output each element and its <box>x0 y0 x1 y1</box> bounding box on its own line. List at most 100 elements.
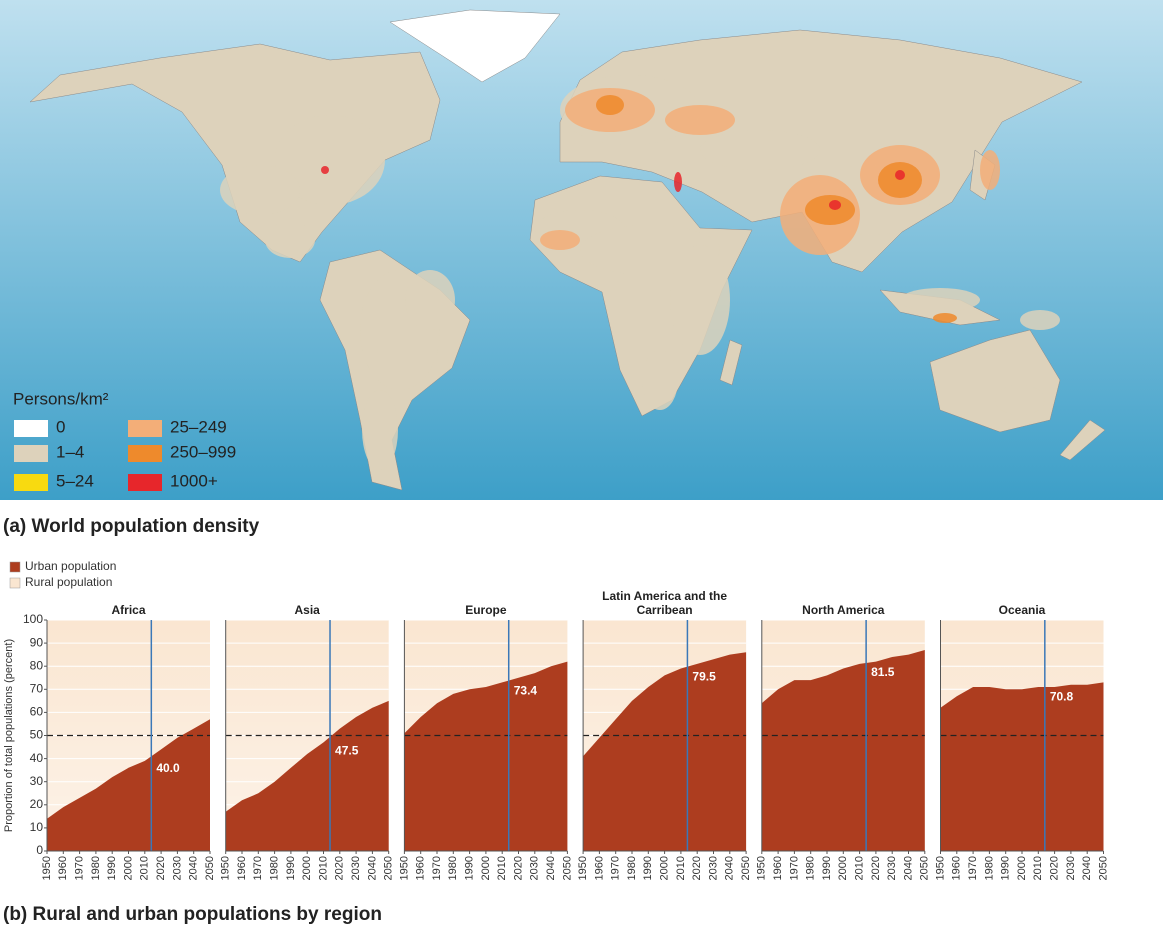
marker-label: 47.5 <box>335 743 359 757</box>
x-tick-label: 2030 <box>707 856 719 880</box>
density-patch <box>900 288 980 312</box>
world-map <box>0 0 1163 500</box>
x-tick-label: 2000 <box>659 856 671 880</box>
y-tick-label: 10 <box>30 820 44 834</box>
x-tick-label: 2030 <box>171 856 183 880</box>
urban-area <box>47 719 210 851</box>
density-patch <box>995 385 1045 415</box>
urban-area <box>225 700 389 851</box>
y-tick-label: 80 <box>30 658 44 672</box>
chart-title: North America <box>802 603 885 617</box>
x-tick-label: 2040 <box>724 856 736 880</box>
y-tick-label: 50 <box>30 728 44 742</box>
x-tick-label: 1970 <box>788 856 800 880</box>
x-tick-label: 2020 <box>512 856 524 880</box>
x-tick-label: 1990 <box>464 856 476 880</box>
legend-swatch <box>9 561 21 573</box>
legend-swatch <box>14 445 48 462</box>
x-tick-label: 2000 <box>837 856 849 880</box>
x-tick-label: 1980 <box>626 856 638 880</box>
landmass <box>559 29 1083 273</box>
y-tick-label: 90 <box>30 635 44 649</box>
density-patch <box>700 130 820 170</box>
x-tick-label: 1980 <box>447 856 459 880</box>
density-patch <box>540 230 580 250</box>
x-tick-label: 1970 <box>431 856 443 880</box>
density-patch <box>805 195 855 225</box>
x-tick-label: 2020 <box>691 856 703 880</box>
x-tick-label: 1960 <box>772 856 784 880</box>
density-patch <box>980 150 1000 190</box>
x-tick-label: 2010 <box>1032 856 1044 880</box>
x-tick-label: 1980 <box>805 856 817 880</box>
x-tick-label: 2000 <box>301 856 313 880</box>
marker-label: 70.8 <box>1050 690 1074 704</box>
y-tick-label: 30 <box>30 774 44 788</box>
y-axis-label: Proportion of total populations (percent… <box>3 639 15 832</box>
landmass <box>1059 419 1106 461</box>
area-chart: 40.0 1950 1960 1970 1980 1990 2000 2010 2020 2030… <box>41 619 216 880</box>
x-tick-label: 2000 <box>480 856 492 880</box>
legend-label: 1000+ <box>170 471 218 490</box>
x-tick-label: 2030 <box>1065 856 1077 880</box>
land <box>29 9 1106 491</box>
legend-swatch <box>9 577 21 589</box>
marker-label: 40.0 <box>156 761 180 775</box>
area-chart: 73.4 1950 1960 1970 1980 1990 2000 2010 2020 2030… <box>398 619 573 880</box>
legend-label: 5–24 <box>56 471 94 490</box>
x-tick-label: 2010 <box>854 856 866 880</box>
x-tick-label: 1950 <box>41 856 53 880</box>
area-chart: 70.8 1950 1960 1970 1980 1990 2000 2010 2020 2030… <box>934 619 1109 880</box>
landmass <box>389 9 561 83</box>
legend-swatch <box>128 474 162 491</box>
marker-label: 79.5 <box>692 670 716 684</box>
density-patch <box>596 95 624 115</box>
landmass <box>29 43 441 263</box>
density-patch <box>674 172 682 192</box>
marker-label: 81.5 <box>871 665 895 679</box>
x-tick-label: 2000 <box>1016 856 1028 880</box>
density-patch <box>670 245 730 355</box>
x-tick-label: 1950 <box>398 856 410 880</box>
urban-area <box>404 661 568 851</box>
x-tick-label: 1990 <box>642 856 654 880</box>
chart-title: Africa <box>111 603 146 617</box>
x-tick-label: 1950 <box>577 856 589 880</box>
x-tick-label: 2050 <box>740 856 752 880</box>
x-tick-label: 2040 <box>1081 856 1093 880</box>
chart-title: Asia <box>294 603 320 617</box>
x-tick-label: 2000 <box>122 856 134 880</box>
x-tick-label: 2030 <box>529 856 541 880</box>
y-tick-label: 100 <box>23 612 43 626</box>
legend-swatch <box>128 420 162 437</box>
density-patch <box>829 200 841 210</box>
legend-label: 0 <box>56 417 65 436</box>
caption: (b) Rural and urban populations by regio… <box>3 904 382 925</box>
legend-swatch <box>14 420 48 437</box>
x-tick-label: 2050 <box>561 856 573 880</box>
density-patch <box>665 105 735 135</box>
x-tick-label: 2030 <box>886 856 898 880</box>
urban-area <box>940 682 1104 851</box>
legend-label: Urban population <box>25 559 116 573</box>
legend-label: 25–249 <box>170 417 227 436</box>
x-tick-label: 1960 <box>951 856 963 880</box>
x-tick-label: 1970 <box>74 856 86 880</box>
legend-swatch <box>128 445 162 462</box>
x-tick-label: 1990 <box>285 856 297 880</box>
x-tick-label: 1980 <box>269 856 281 880</box>
x-tick-label: 2040 <box>545 856 557 880</box>
map-legend-title: Persons/km² <box>13 389 109 408</box>
legend-label: Rural population <box>25 575 112 589</box>
x-tick-label: 2010 <box>675 856 687 880</box>
density-patch <box>220 165 300 215</box>
x-tick-label: 1960 <box>593 856 605 880</box>
x-tick-label: 2020 <box>1049 856 1061 880</box>
x-tick-label: 2030 <box>350 856 362 880</box>
x-tick-label: 1980 <box>983 856 995 880</box>
density-patch <box>265 222 315 258</box>
y-tick-label: 0 <box>36 843 43 857</box>
y-tick-label: 60 <box>30 705 44 719</box>
chart-title: Europe <box>465 603 507 617</box>
